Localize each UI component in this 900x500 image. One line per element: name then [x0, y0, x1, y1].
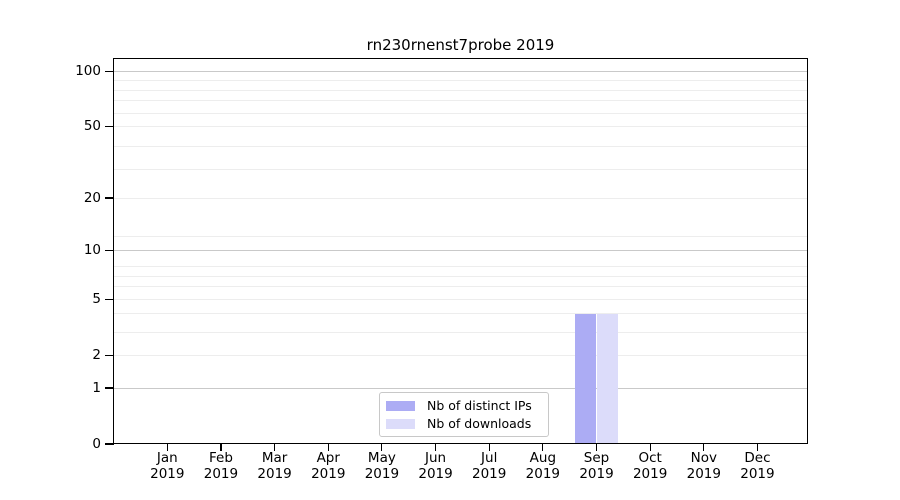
- x-tick-year: 2019: [579, 465, 614, 482]
- x-tick: [488, 444, 490, 451]
- y-tick-label: 0: [92, 435, 101, 452]
- x-tick: [756, 444, 759, 451]
- minor-gridline: [114, 236, 807, 238]
- minor-gridline: [114, 100, 807, 102]
- x-tick: [220, 444, 222, 451]
- x-tick-label: Mar 2019: [247, 450, 303, 482]
- x-tick: [595, 444, 598, 451]
- x-tick-year: 2019: [686, 465, 721, 482]
- x-tick-year: 2019: [311, 465, 346, 482]
- x-tick-month: Nov: [690, 450, 717, 466]
- minor-gridline: [114, 331, 807, 333]
- y-tick-label: 50: [83, 117, 101, 134]
- x-tick-year: 2019: [257, 465, 292, 482]
- chart-title: rn230rnenst7probe 2019: [366, 36, 555, 54]
- y-tick-label: 5: [92, 290, 101, 307]
- x-tick-month: Oct: [638, 450, 662, 466]
- minor-gridline: [114, 168, 807, 170]
- x-tick-year: 2019: [632, 465, 668, 482]
- x-tick-year: 2019: [472, 465, 507, 482]
- y-tick: [105, 354, 114, 356]
- x-tick-month: May: [367, 450, 396, 466]
- minor-gridline: [114, 354, 807, 356]
- minor-gridline: [114, 313, 807, 315]
- x-tick: [542, 444, 544, 451]
- x-tick: [649, 444, 651, 451]
- x-tick-month: Aug: [529, 450, 557, 466]
- x-tick-month: Jan: [156, 450, 178, 466]
- y-tick: [105, 387, 114, 389]
- y-tick: [105, 443, 114, 445]
- bar-nb-of-distinct-ips: [574, 313, 597, 443]
- major-gridline: [114, 70, 807, 72]
- x-tick-year: 2019: [525, 465, 561, 482]
- x-tick: [434, 444, 437, 451]
- minor-gridline: [114, 145, 807, 147]
- x-tick-month: Sep: [583, 450, 610, 466]
- x-tick-label: Sep 2019: [569, 450, 625, 482]
- x-tick-year: 2019: [364, 465, 400, 482]
- x-tick-label: Apr 2019: [300, 450, 356, 482]
- x-tick-year: 2019: [418, 465, 453, 482]
- x-tick-label: Jun 2019: [408, 450, 464, 482]
- y-tick-label: 1: [92, 379, 101, 396]
- y-tick: [105, 298, 114, 300]
- plot-area: [113, 58, 808, 444]
- x-tick-label: Nov 2019: [676, 450, 732, 482]
- x-tick: [381, 444, 383, 451]
- x-tick-label: Jul 2019: [461, 450, 517, 482]
- x-tick-year: 2019: [740, 465, 775, 482]
- minor-gridline: [114, 266, 807, 267]
- y-tick: [105, 70, 114, 72]
- minor-gridline: [114, 275, 807, 277]
- y-tick-label: 2: [92, 346, 101, 363]
- x-tick: [166, 444, 168, 451]
- minor-gridline: [114, 286, 807, 288]
- minor-gridline: [114, 125, 807, 127]
- x-tick-month: Feb: [208, 450, 233, 466]
- minor-gridline: [114, 298, 807, 300]
- x-tick: [327, 444, 329, 451]
- legend-item-distinct-ips: Nb of distinct IPs: [386, 398, 542, 413]
- x-tick: [703, 444, 705, 451]
- legend-swatch-distinct-ips-icon: [386, 400, 415, 411]
- x-tick-label: Dec 2019: [729, 450, 785, 482]
- y-tick: [105, 249, 114, 251]
- x-tick-year: 2019: [150, 465, 185, 482]
- y-tick-label: 10: [83, 241, 101, 258]
- legend-label-downloads: Nb of downloads: [427, 416, 532, 431]
- x-tick-label: Feb 2019: [193, 450, 249, 482]
- x-tick-label: Aug 2019: [515, 450, 571, 482]
- x-tick-month: Apr: [316, 450, 340, 466]
- legend-item-downloads: Nb of downloads: [386, 416, 542, 431]
- x-tick-label: Oct 2019: [622, 450, 678, 482]
- legend-swatch-downloads-icon: [386, 418, 415, 429]
- x-tick-year: 2019: [203, 465, 239, 482]
- x-tick-month: Jun: [425, 450, 447, 466]
- major-gridline: [114, 387, 807, 389]
- legend: Nb of distinct IPs Nb of downloads: [379, 392, 549, 437]
- x-tick-label: May 2019: [354, 450, 410, 482]
- x-tick-month: Dec: [744, 450, 771, 466]
- y-tick-label: 100: [75, 62, 101, 79]
- y-tick: [105, 197, 114, 199]
- minor-gridline: [114, 197, 807, 199]
- major-gridline: [114, 249, 807, 251]
- x-tick: [274, 444, 276, 451]
- bar-nb-of-downloads: [596, 313, 619, 443]
- minor-gridline: [114, 112, 807, 114]
- y-tick-label: 20: [83, 189, 101, 206]
- minor-gridline: [114, 80, 807, 81]
- y-tick: [105, 125, 114, 127]
- x-tick-month: Jul: [481, 450, 498, 466]
- x-tick-month: Mar: [261, 450, 288, 466]
- minor-gridline: [114, 89, 807, 91]
- legend-label-distinct-ips: Nb of distinct IPs: [427, 398, 532, 413]
- x-tick-label: Jan 2019: [139, 450, 195, 482]
